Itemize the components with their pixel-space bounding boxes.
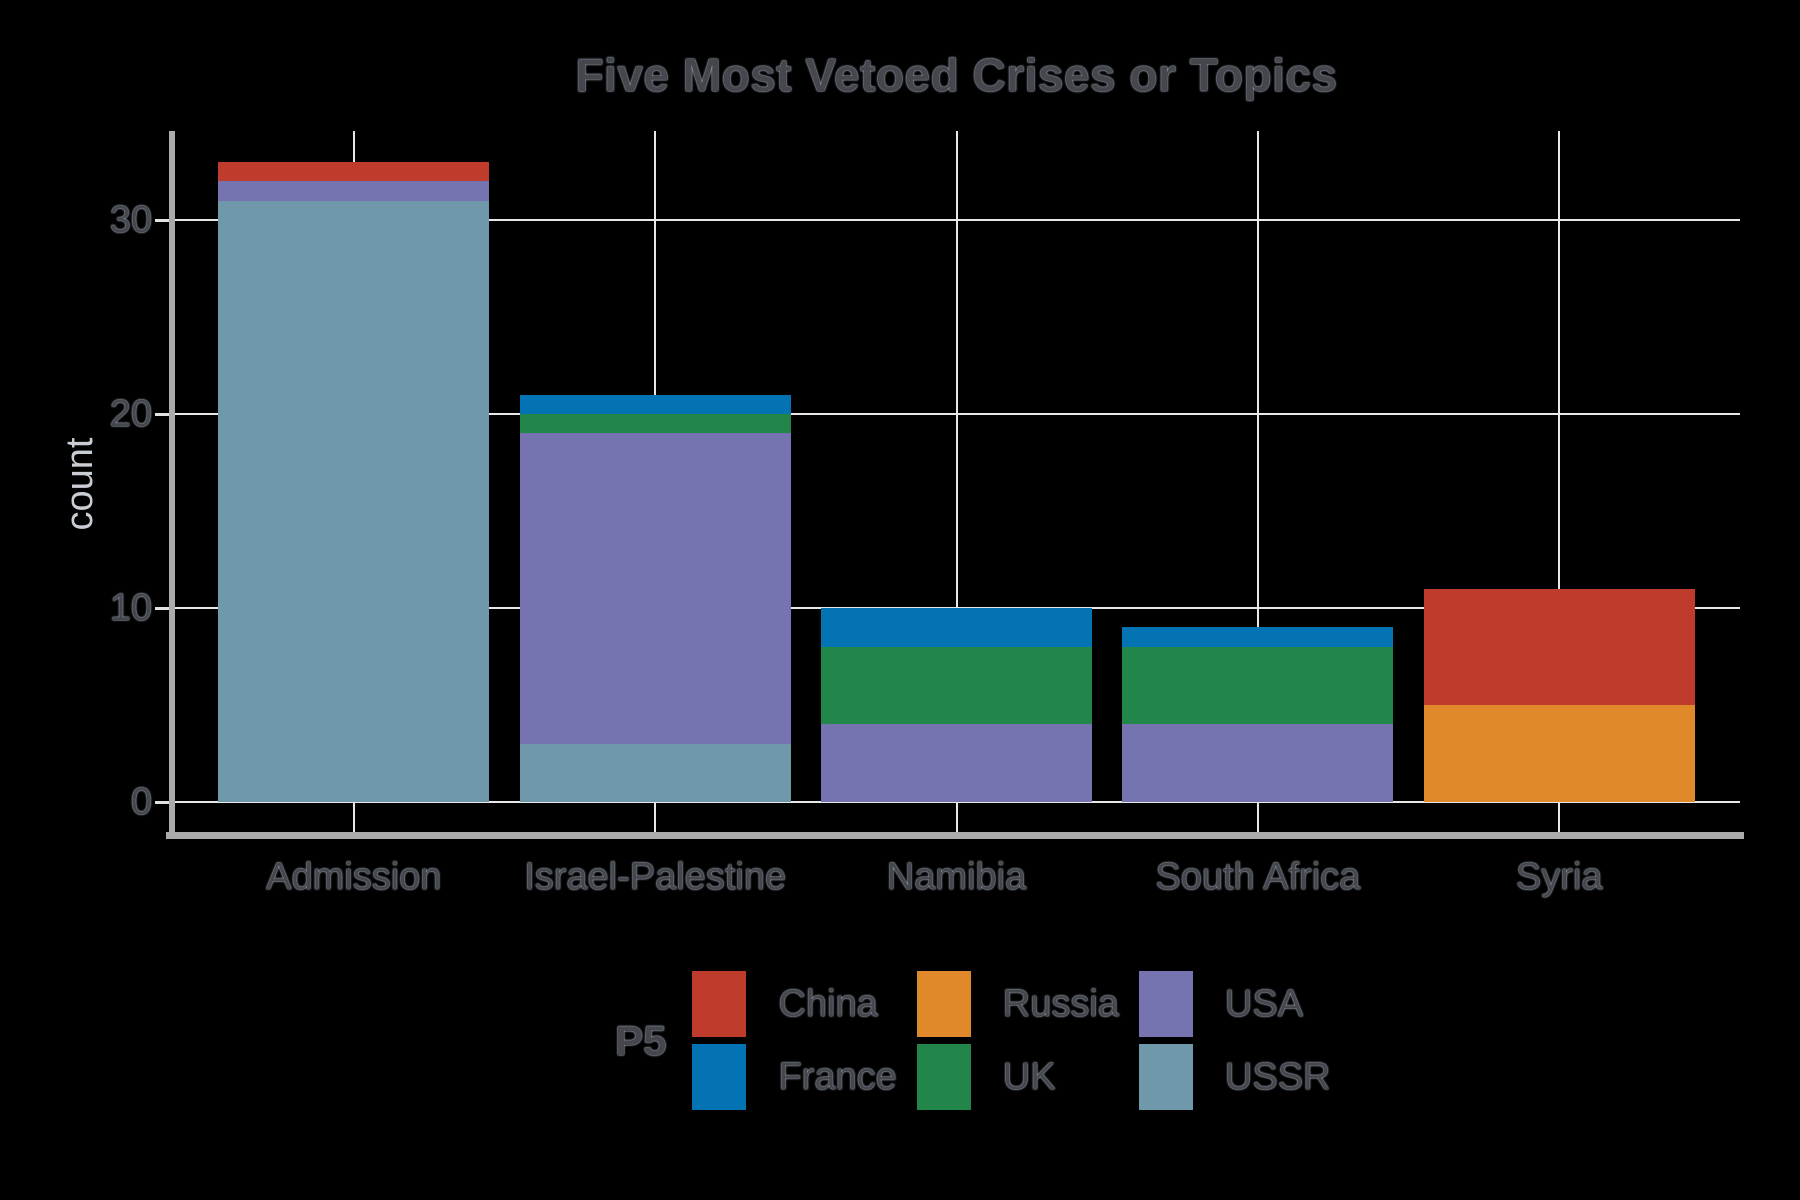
y-axis-line [169, 131, 175, 838]
y-tick-label-30: 30 [109, 199, 152, 241]
x-axis-line [166, 832, 1744, 839]
bar-segment-israel-palestine-ussr [519, 743, 791, 802]
bar-segment-admission-china [218, 161, 490, 182]
bar-south-africa [1122, 627, 1394, 802]
legend-swatch-usa [1138, 971, 1193, 1037]
legend-item-usa: USA [1138, 971, 1353, 1037]
y-tick-mark-20 [155, 413, 170, 416]
legend-grid: China France Russia UK USA USSR [692, 971, 1352, 1110]
legend-label-france: France [778, 1055, 897, 1098]
bar-admission [218, 161, 490, 802]
legend-item-france: France [692, 1044, 916, 1110]
bar-segment-israel-palestine-france [519, 394, 791, 415]
legend-item-uk: UK [916, 1044, 1139, 1110]
bar-segment-south-africa-uk [1122, 646, 1394, 725]
legend-item-china: China [692, 971, 916, 1037]
legend-label-uk: UK [1002, 1055, 1056, 1098]
legend-label-usa: USA [1224, 982, 1304, 1025]
bar-segment-israel-palestine-usa [519, 433, 791, 744]
x-category-label-0: Admission [266, 856, 442, 898]
bar-namibia [820, 608, 1093, 802]
chart-title: Five Most Vetoed Crises or Topics [575, 49, 1338, 101]
legend-item-russia: Russia [916, 971, 1139, 1037]
bar-segment-south-africa-france [1122, 627, 1394, 647]
legend-swatch-ussr [1138, 1044, 1193, 1110]
legend-title: P5 [615, 1016, 667, 1064]
y-tick-mark-30 [155, 219, 170, 222]
bar-segment-admission-ussr [218, 200, 490, 802]
bar-segment-namibia-france [820, 608, 1093, 647]
legend-item-ussr: USSR [1138, 1044, 1353, 1110]
y-tick-label-10: 10 [109, 587, 152, 629]
bar-israel-palestine [519, 394, 791, 802]
x-category-label-3: South Africa [1155, 856, 1361, 898]
x-category-label-2: Namibia [886, 856, 1027, 898]
gridline-v-4 [1558, 131, 1561, 835]
gridline-v-3 [1256, 131, 1259, 835]
legend-label-russia: Russia [1002, 982, 1119, 1025]
gridline-v-2 [955, 131, 958, 835]
legend-swatch-uk [916, 1044, 971, 1110]
legend-swatch-china [692, 971, 747, 1037]
bar-segment-namibia-usa [820, 724, 1093, 802]
bar-syria [1423, 588, 1695, 802]
y-tick-mark-10 [155, 607, 170, 610]
y-tick-label-0: 0 [130, 781, 152, 823]
bar-segment-south-africa-usa [1122, 724, 1394, 802]
y-tick-label-20: 20 [109, 393, 152, 435]
bar-segment-syria-russia [1423, 704, 1695, 802]
legend-swatch-france [692, 1044, 747, 1110]
y-tick-mark-0 [155, 801, 170, 804]
bar-segment-syria-china [1423, 588, 1695, 705]
legend-swatch-russia [916, 971, 971, 1037]
bar-segment-admission-usa [218, 181, 490, 201]
bar-segment-namibia-uk [820, 646, 1093, 725]
x-category-label-4: Syria [1515, 856, 1603, 898]
x-category-label-1: Israel-Palestine [524, 856, 787, 898]
legend-label-ussr: USSR [1224, 1055, 1331, 1098]
legend: P5 China France Russia UK USA USSR [0, 971, 1800, 1110]
bar-segment-israel-palestine-uk [519, 414, 791, 434]
legend-inner: P5 China France Russia UK USA USSR [615, 971, 1353, 1110]
legend-label-china: China [778, 982, 878, 1025]
